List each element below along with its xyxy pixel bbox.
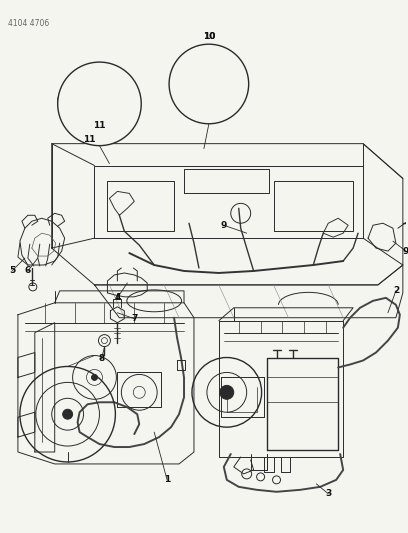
Circle shape [220, 385, 234, 399]
Text: 9: 9 [221, 221, 227, 230]
Text: 6: 6 [25, 266, 31, 276]
Circle shape [58, 62, 141, 146]
Text: 10: 10 [203, 32, 215, 41]
Text: 11: 11 [83, 135, 96, 144]
Text: 3: 3 [325, 489, 331, 498]
Circle shape [91, 374, 98, 381]
Text: 2: 2 [393, 286, 399, 295]
Circle shape [169, 44, 248, 124]
Text: 7: 7 [131, 314, 137, 323]
Text: 9: 9 [403, 247, 408, 256]
Text: 4104 4706: 4104 4706 [8, 19, 49, 28]
Text: 11: 11 [93, 121, 106, 130]
Text: 4: 4 [114, 293, 120, 302]
Text: 10: 10 [203, 32, 215, 41]
Text: 1: 1 [164, 475, 170, 484]
Text: 5: 5 [9, 266, 15, 276]
Text: 8: 8 [98, 354, 104, 363]
Circle shape [63, 409, 73, 419]
